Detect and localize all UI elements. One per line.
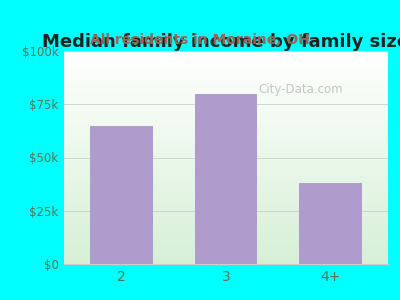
Text: All residents in Moraine, OH: All residents in Moraine, OH [90, 34, 310, 47]
Bar [195, 94, 257, 264]
Bar [90, 125, 153, 264]
Text: City-Data.com: City-Data.com [258, 83, 343, 96]
Title: Median family income by family size: Median family income by family size [42, 33, 400, 51]
Bar [299, 183, 362, 264]
